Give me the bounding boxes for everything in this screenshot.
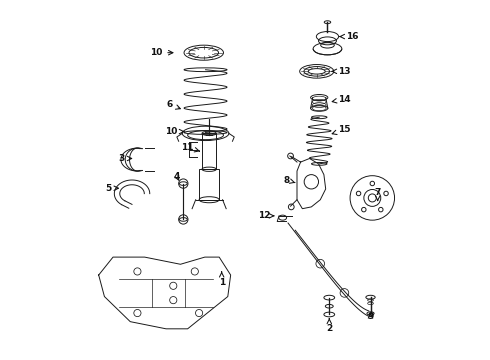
Text: 13: 13 <box>332 67 351 76</box>
Text: 10: 10 <box>150 48 173 57</box>
Text: 1: 1 <box>219 272 225 287</box>
Text: 15: 15 <box>332 125 351 135</box>
Text: 14: 14 <box>332 95 351 104</box>
Text: 6: 6 <box>167 100 180 109</box>
Text: 7: 7 <box>374 188 381 201</box>
Text: 9: 9 <box>368 312 374 321</box>
Text: 5: 5 <box>105 184 119 193</box>
Bar <box>202 134 216 169</box>
Text: 11: 11 <box>181 143 199 152</box>
Text: 16: 16 <box>340 32 359 41</box>
Text: 2: 2 <box>326 319 332 333</box>
Text: 12: 12 <box>258 211 274 220</box>
Text: 8: 8 <box>283 176 295 185</box>
Bar <box>199 169 219 200</box>
Text: 4: 4 <box>173 172 180 181</box>
Text: 10: 10 <box>165 127 184 136</box>
Text: 3: 3 <box>118 154 132 163</box>
